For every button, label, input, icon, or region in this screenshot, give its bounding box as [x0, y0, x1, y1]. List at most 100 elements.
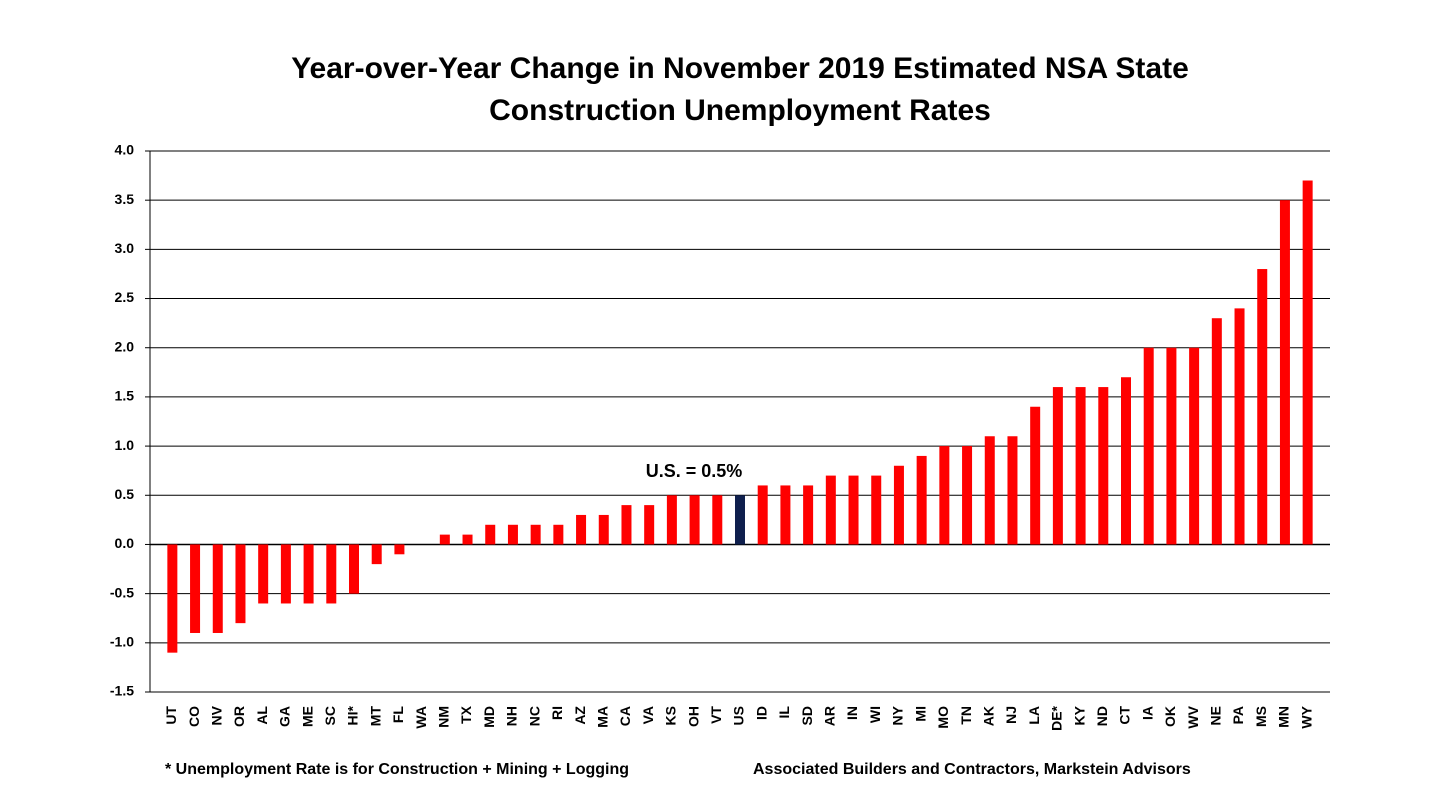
x-tick-label: TN	[958, 706, 974, 725]
x-tick-label: AZ	[572, 706, 588, 725]
x-tick-label: SD	[799, 706, 815, 725]
bar	[439, 534, 450, 545]
bar	[1007, 436, 1018, 545]
bar	[984, 436, 995, 545]
x-tick-label: MN	[1276, 706, 1292, 728]
bar	[644, 505, 655, 545]
bar	[1211, 318, 1222, 545]
x-tick-label: NV	[208, 705, 224, 725]
bar	[1143, 347, 1154, 545]
x-tick-label: MA	[594, 706, 610, 728]
bar	[803, 485, 814, 545]
bar	[1189, 347, 1200, 545]
bar	[485, 524, 496, 545]
x-tick-label: IA	[1139, 706, 1155, 720]
x-tick-label: MI	[912, 706, 928, 722]
bar	[1166, 347, 1177, 545]
x-tick-label: WI	[867, 706, 883, 723]
bar	[1121, 377, 1131, 545]
bar	[621, 505, 632, 545]
chart-title: Year-over-Year Change in November 2019 E…	[291, 52, 1189, 127]
x-tick-label: DE*	[1049, 705, 1065, 730]
y-tick-label: 0.5	[115, 486, 135, 502]
y-tick-label: 3.5	[115, 191, 135, 207]
x-tick-label: ID	[753, 706, 769, 720]
bar	[825, 475, 836, 545]
bar	[848, 475, 859, 545]
x-tick-label: OR	[231, 706, 247, 727]
bar	[962, 446, 973, 545]
bar	[371, 544, 382, 565]
bar	[735, 495, 745, 545]
bar	[598, 514, 609, 545]
x-tick-label: MT	[367, 706, 383, 727]
footnote: * Unemployment Rate is for Construction …	[165, 761, 629, 778]
x-tick-label: OK	[1162, 706, 1178, 727]
x-tick-label: ME	[299, 706, 315, 727]
x-tick-label: GA	[277, 706, 293, 727]
bar	[1098, 387, 1109, 545]
bar	[553, 524, 564, 545]
bar	[1052, 387, 1063, 545]
x-tick-label: MS	[1253, 706, 1269, 727]
x-tick-label: PA	[1230, 706, 1246, 724]
bar	[326, 544, 337, 604]
x-tick-label: MO	[935, 706, 951, 729]
x-tick-label: KS	[663, 706, 679, 725]
y-tick-label: 3.0	[115, 240, 135, 256]
bar	[190, 544, 201, 633]
bar	[893, 465, 904, 545]
x-tick-label: NH	[504, 706, 520, 726]
bar	[462, 534, 473, 545]
x-tick-label: WV	[1185, 705, 1201, 728]
x-tick-label: VT	[708, 706, 724, 724]
x-tick-label: AR	[822, 706, 838, 726]
y-tick-label: 2.5	[115, 289, 135, 305]
x-tick-label: MD	[481, 706, 497, 728]
bar	[780, 485, 791, 545]
y-tick-label: 0.0	[115, 535, 135, 551]
bar	[303, 544, 314, 604]
x-tick-label: KY	[1071, 705, 1087, 725]
bar	[1234, 308, 1245, 545]
bar	[394, 544, 405, 555]
bar	[1075, 387, 1086, 545]
x-tick-label: CA	[617, 706, 633, 726]
bar	[939, 446, 950, 545]
x-tick-label: VA	[640, 706, 656, 724]
x-tick-label: NJ	[1003, 706, 1019, 724]
bar	[258, 544, 269, 604]
bar	[530, 524, 541, 545]
bar	[1279, 200, 1290, 545]
x-tick-label: US	[731, 706, 747, 725]
y-tick-label: 2.0	[115, 338, 135, 354]
x-tick-label: AL	[254, 706, 270, 725]
x-tick-label: AK	[980, 706, 996, 726]
bar	[689, 495, 700, 545]
x-tick-label: CO	[186, 706, 202, 727]
x-tick-label: WA	[413, 706, 429, 729]
bar	[712, 495, 723, 545]
bar	[507, 524, 518, 545]
x-tick-label: FL	[390, 706, 406, 724]
bar	[916, 455, 927, 545]
source: Associated Builders and Contractors, Mar…	[753, 761, 1191, 778]
x-tick-label: NY	[890, 705, 906, 725]
bar	[280, 544, 291, 604]
x-tick-label: IN	[844, 706, 860, 720]
x-tick-label: TX	[458, 705, 474, 724]
y-tick-label: 4.0	[115, 142, 135, 158]
bar	[666, 495, 677, 545]
bar	[576, 514, 587, 545]
bar	[871, 475, 882, 545]
y-tick-label: 1.0	[115, 437, 135, 453]
bar	[757, 485, 768, 545]
y-tick-label: -0.5	[110, 584, 134, 600]
x-tick-label: NC	[526, 706, 542, 726]
y-tick-label: -1.0	[110, 634, 134, 650]
y-tick-label: 1.5	[115, 388, 135, 404]
x-tick-label: IL	[776, 706, 792, 719]
x-tick-label: UT	[163, 706, 179, 725]
annotation: U.S. = 0.5%	[646, 461, 743, 481]
